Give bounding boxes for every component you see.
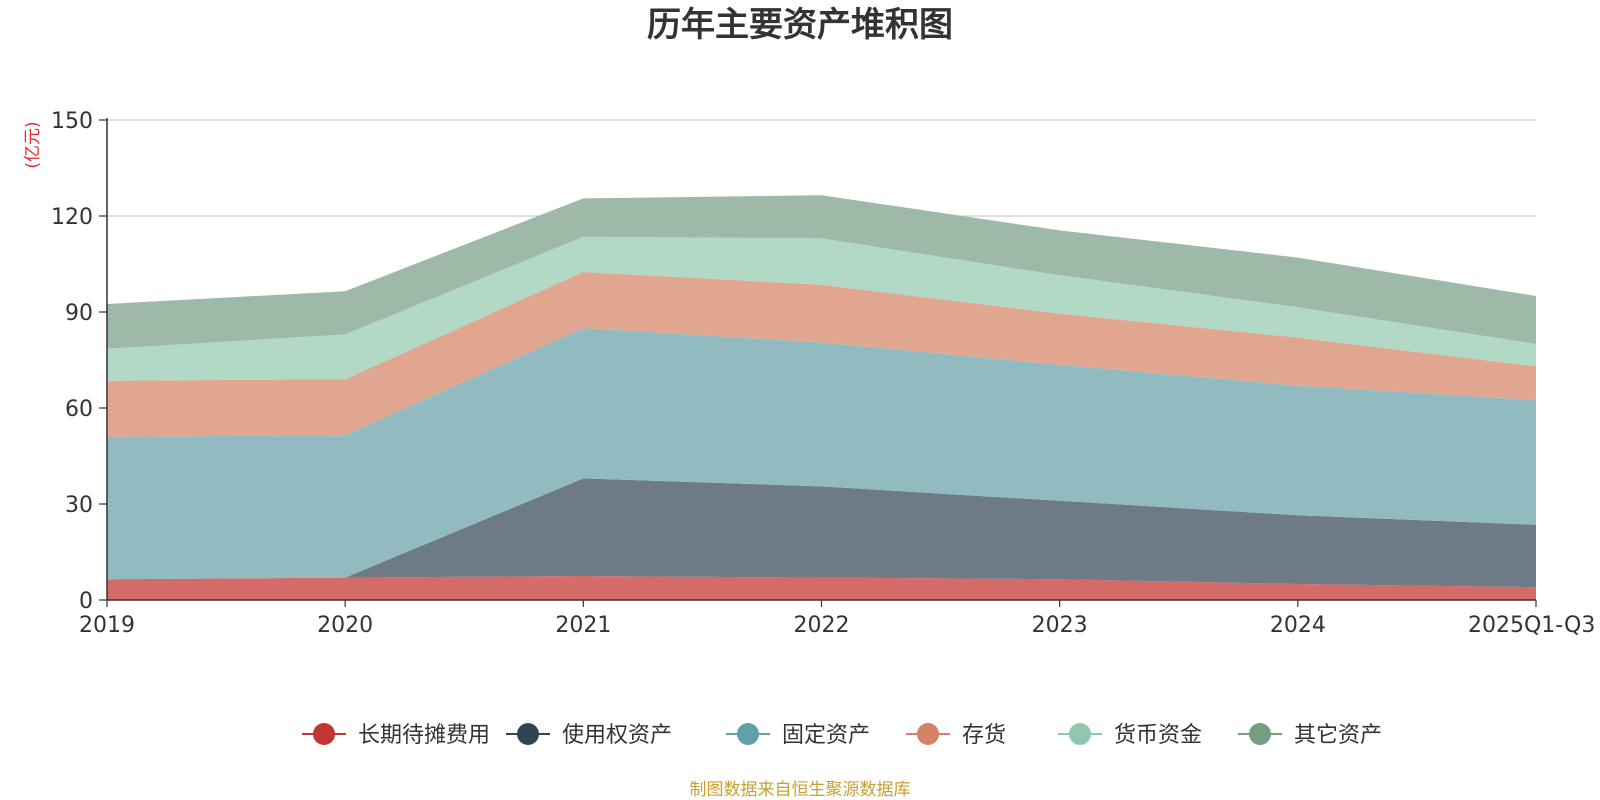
y-tick-label: 30: [65, 493, 93, 518]
legend-item-6[interactable]: 其它资产: [1238, 723, 1382, 748]
x-tick-label: 2022: [794, 613, 850, 638]
y-tick-label: 150: [51, 109, 93, 134]
legend-label: 使用权资产: [562, 723, 672, 748]
area-series-6: [107, 195, 1536, 349]
area-series-2: [107, 478, 1536, 588]
legend-item-4[interactable]: 存货: [906, 723, 1006, 748]
legend-label: 其它资产: [1294, 723, 1382, 748]
y-axis-unit-label: (亿元): [23, 121, 43, 168]
area-layer: [107, 195, 1536, 600]
legend[interactable]: 长期待摊费用 使用权资产 固定资产 存货 货币资金 其它资产: [302, 723, 1382, 748]
area-series-1: [107, 576, 1536, 600]
axis-layer: 0 30 60 90 120 150 2019 2020 2021 2022 2023 2024 202…: [51, 109, 1595, 638]
area-series-5: [107, 236, 1536, 381]
legend-label: 长期待摊费用: [358, 723, 490, 748]
area-series-4: [107, 272, 1536, 437]
x-tick-label: 2024: [1270, 613, 1326, 638]
legend-label: 固定资产: [782, 723, 870, 748]
x-tick-label: 2020: [317, 613, 373, 638]
x-tick-label: 2021: [555, 613, 611, 638]
legend-item-5[interactable]: 货币资金: [1058, 723, 1202, 748]
legend-marker-icon: [517, 723, 539, 745]
legend-item-2[interactable]: 使用权资产: [506, 723, 672, 748]
y-tick-label: 60: [65, 397, 93, 422]
y-tick-label: 90: [65, 301, 93, 326]
chart-title: 历年主要资产堆积图: [647, 5, 953, 45]
legend-marker-icon: [737, 723, 759, 745]
legend-marker-icon: [1069, 723, 1091, 745]
legend-marker-icon: [917, 723, 939, 745]
legend-item-1[interactable]: 长期待摊费用: [302, 723, 490, 748]
data-source-note: 制图数据来自恒生聚源数据库: [690, 780, 911, 800]
legend-label: 存货: [962, 723, 1006, 748]
x-tick-label: 2019: [79, 613, 135, 638]
legend-marker-icon: [1249, 723, 1271, 745]
x-tick-label: 2025Q1-Q3: [1468, 613, 1595, 638]
y-tick-label: 0: [79, 589, 93, 614]
legend-label: 货币资金: [1114, 723, 1202, 748]
area-series-3: [107, 328, 1536, 580]
legend-marker-icon: [313, 723, 335, 745]
y-tick-label: 120: [51, 205, 93, 230]
legend-item-3[interactable]: 固定资产: [726, 723, 870, 748]
x-tick-label: 2023: [1032, 613, 1088, 638]
